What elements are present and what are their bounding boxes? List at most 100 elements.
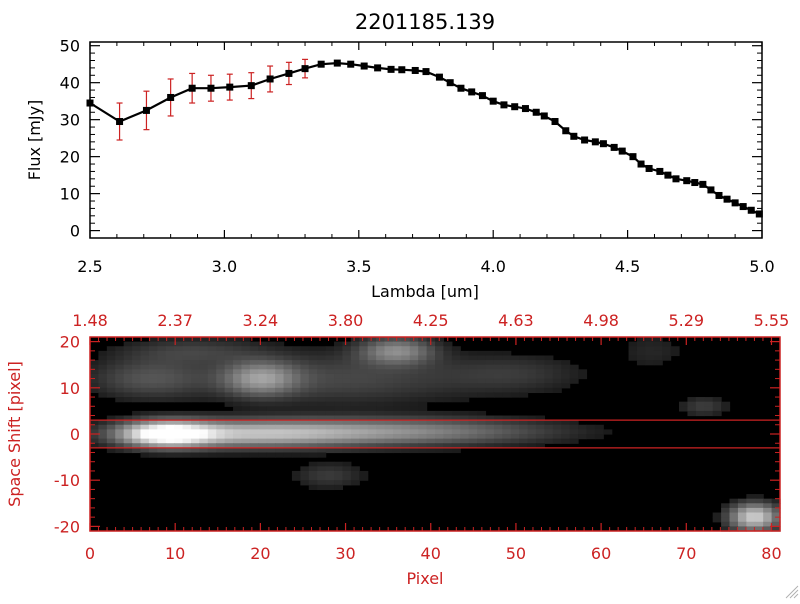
image-pixel [224, 378, 234, 384]
image-pixel [451, 424, 461, 430]
image-pixel [721, 507, 731, 514]
data-point [422, 68, 430, 76]
spectrum-panel: 2201185.139 2.5 3.0 3.5 4.0 4.5 5.0 0 10 20 30 40 5… [25, 10, 775, 301]
image-pixel [493, 364, 503, 370]
image-pixel [317, 355, 327, 361]
image-pixel [350, 447, 360, 454]
image-pixel [468, 415, 478, 421]
image-pixel [426, 378, 436, 384]
image-pixel [106, 369, 116, 375]
image-pixel [325, 470, 335, 477]
image-pixel [544, 364, 554, 370]
image-pixel [477, 434, 487, 440]
image-pixel [291, 424, 301, 430]
image-pixel [308, 466, 318, 472]
image-pixel [207, 452, 217, 458]
image-pixel [376, 341, 386, 347]
image-pixel [493, 415, 503, 421]
image-pixel [519, 415, 529, 421]
image-pixel [266, 438, 276, 444]
image-pixel [140, 355, 150, 361]
image-pixel [283, 410, 293, 417]
pixel-tick-label: 50 [506, 544, 526, 563]
image-pixel [199, 360, 209, 366]
image-pixel [535, 443, 545, 449]
image-pixel [418, 341, 428, 347]
image-pixel [334, 475, 344, 481]
image-pixel [569, 424, 579, 430]
data-point [610, 143, 618, 151]
image-pixel [291, 387, 301, 394]
image-pixel [401, 337, 411, 343]
image-pixel [216, 369, 226, 375]
image-pixel [771, 503, 781, 509]
wavelength-tick-label: 4.25 [413, 311, 449, 330]
image-pixel [106, 387, 116, 394]
image-pixel [207, 360, 217, 366]
resize-grip-icon[interactable] [785, 585, 799, 599]
image-pixel [90, 424, 100, 430]
image-pixel [535, 387, 545, 394]
image-pixel [729, 507, 739, 514]
image-pixel [485, 424, 495, 430]
image-pixel [207, 438, 217, 444]
image-pixel [207, 350, 217, 357]
image-pixel [367, 447, 377, 454]
image-pixel [729, 503, 739, 509]
image-pixel [460, 369, 470, 375]
image-pixel [435, 360, 445, 366]
pixel-axis-label: Pixel [406, 569, 443, 588]
image-pixel [283, 424, 293, 430]
image-pixel [207, 346, 217, 352]
image-pixel [174, 337, 184, 343]
image-pixel [266, 443, 276, 449]
image-pixel [409, 434, 419, 440]
image-pixel [342, 466, 352, 472]
image-pixel [418, 415, 428, 421]
image-pixel [746, 498, 756, 504]
image-pixel [502, 387, 512, 394]
image-pixel [451, 346, 461, 352]
image-pixel [392, 373, 402, 380]
image-pixel [746, 517, 756, 523]
image-pixel [233, 410, 243, 417]
image-pixel [190, 434, 200, 440]
image-pixel [266, 341, 276, 347]
image-pixel [140, 452, 150, 458]
image-pixel [409, 364, 419, 370]
image-pixel [123, 387, 133, 394]
image-pixel [485, 383, 495, 389]
image-pixel [148, 415, 158, 421]
image-pixel [249, 438, 259, 444]
image-pixel [359, 387, 369, 394]
image-pixel [721, 401, 731, 407]
image-pixel [687, 410, 697, 417]
image-pixel [485, 443, 495, 449]
image-pixel [300, 434, 310, 440]
image-pixel [477, 443, 487, 449]
image-pixel [350, 378, 360, 384]
image-pixel [334, 350, 344, 357]
image-pixel [426, 415, 436, 421]
image-pixel [157, 410, 167, 417]
image-pixel [527, 369, 537, 375]
image-pixel [132, 350, 142, 357]
image-pixel [300, 350, 310, 357]
image-pixel [334, 415, 344, 421]
image-pixel [90, 378, 100, 384]
image-pixel [216, 355, 226, 361]
image-pixel [174, 378, 184, 384]
data-point [637, 160, 645, 168]
image-pixel [317, 443, 327, 449]
image-pixel [359, 424, 369, 430]
image-pixel [418, 420, 428, 426]
image-pixel [367, 443, 377, 449]
image-pixel [98, 443, 108, 449]
image-pixel [233, 355, 243, 361]
image-pixel [451, 350, 461, 357]
image-pixel [586, 434, 596, 440]
image-pixel [266, 355, 276, 361]
image-pixel [771, 526, 781, 532]
image-pixel [527, 360, 537, 366]
image-pixel [98, 369, 108, 375]
